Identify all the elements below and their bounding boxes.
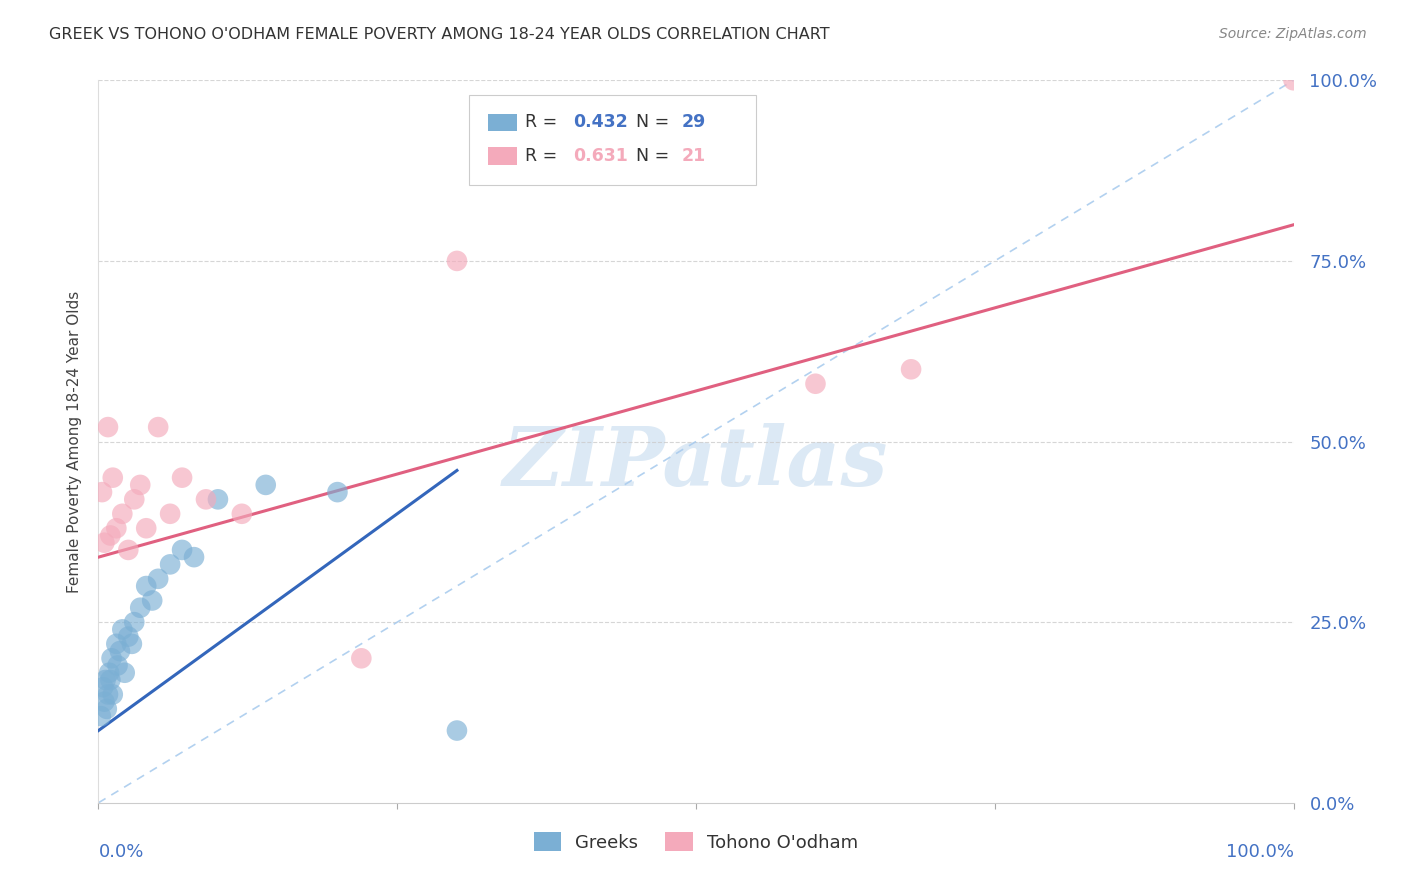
Point bbox=[111, 623, 134, 637]
Point bbox=[350, 651, 373, 665]
Point bbox=[231, 507, 253, 521]
Point bbox=[98, 673, 122, 687]
Text: ZIPatlas: ZIPatlas bbox=[503, 423, 889, 503]
FancyBboxPatch shape bbox=[488, 147, 517, 165]
Point bbox=[159, 558, 181, 572]
Point bbox=[105, 521, 128, 535]
Point bbox=[121, 637, 143, 651]
Point bbox=[96, 702, 118, 716]
FancyBboxPatch shape bbox=[488, 113, 517, 131]
Text: 0.0%: 0.0% bbox=[98, 843, 143, 861]
Point bbox=[207, 492, 229, 507]
Point bbox=[446, 723, 468, 738]
Point bbox=[105, 637, 128, 651]
Point bbox=[124, 615, 146, 630]
Point bbox=[111, 507, 134, 521]
Point bbox=[101, 471, 124, 485]
Point bbox=[107, 658, 129, 673]
Point bbox=[195, 492, 218, 507]
Point bbox=[326, 485, 349, 500]
FancyBboxPatch shape bbox=[470, 95, 756, 185]
Point bbox=[93, 695, 115, 709]
Point bbox=[90, 709, 112, 723]
Point bbox=[148, 572, 170, 586]
Point bbox=[91, 680, 114, 694]
Point bbox=[804, 376, 827, 391]
Point bbox=[94, 673, 117, 687]
Point bbox=[254, 478, 277, 492]
Text: 0.432: 0.432 bbox=[572, 113, 627, 131]
Point bbox=[100, 651, 122, 665]
Text: 21: 21 bbox=[682, 147, 706, 165]
Text: N =: N = bbox=[637, 147, 675, 165]
Point bbox=[108, 644, 131, 658]
Point bbox=[446, 253, 468, 268]
Legend: Greeks, Tohono O'odham: Greeks, Tohono O'odham bbox=[527, 825, 865, 859]
Point bbox=[135, 521, 157, 535]
Point bbox=[172, 471, 194, 485]
Text: 100.0%: 100.0% bbox=[1226, 843, 1294, 861]
Point bbox=[1282, 73, 1305, 87]
Y-axis label: Female Poverty Among 18-24 Year Olds: Female Poverty Among 18-24 Year Olds bbox=[66, 291, 82, 592]
Text: 0.631: 0.631 bbox=[572, 147, 627, 165]
Point bbox=[114, 665, 136, 680]
Point bbox=[172, 542, 194, 557]
Point bbox=[141, 593, 163, 607]
Point bbox=[91, 485, 114, 500]
Point bbox=[900, 362, 922, 376]
Point bbox=[159, 507, 181, 521]
Point bbox=[135, 579, 157, 593]
Point bbox=[98, 665, 121, 680]
Point bbox=[98, 528, 122, 542]
Point bbox=[124, 492, 146, 507]
Point bbox=[148, 420, 170, 434]
Point bbox=[97, 687, 120, 701]
Point bbox=[129, 600, 152, 615]
Point bbox=[129, 478, 152, 492]
Text: 29: 29 bbox=[682, 113, 706, 131]
Text: Source: ZipAtlas.com: Source: ZipAtlas.com bbox=[1219, 27, 1367, 41]
Text: R =: R = bbox=[524, 147, 562, 165]
Point bbox=[101, 687, 124, 701]
Text: R =: R = bbox=[524, 113, 562, 131]
Point bbox=[117, 542, 139, 557]
Point bbox=[183, 550, 205, 565]
Point bbox=[93, 535, 115, 549]
Text: N =: N = bbox=[637, 113, 675, 131]
Text: GREEK VS TOHONO O'ODHAM FEMALE POVERTY AMONG 18-24 YEAR OLDS CORRELATION CHART: GREEK VS TOHONO O'ODHAM FEMALE POVERTY A… bbox=[49, 27, 830, 42]
Point bbox=[97, 420, 120, 434]
Point bbox=[117, 630, 139, 644]
